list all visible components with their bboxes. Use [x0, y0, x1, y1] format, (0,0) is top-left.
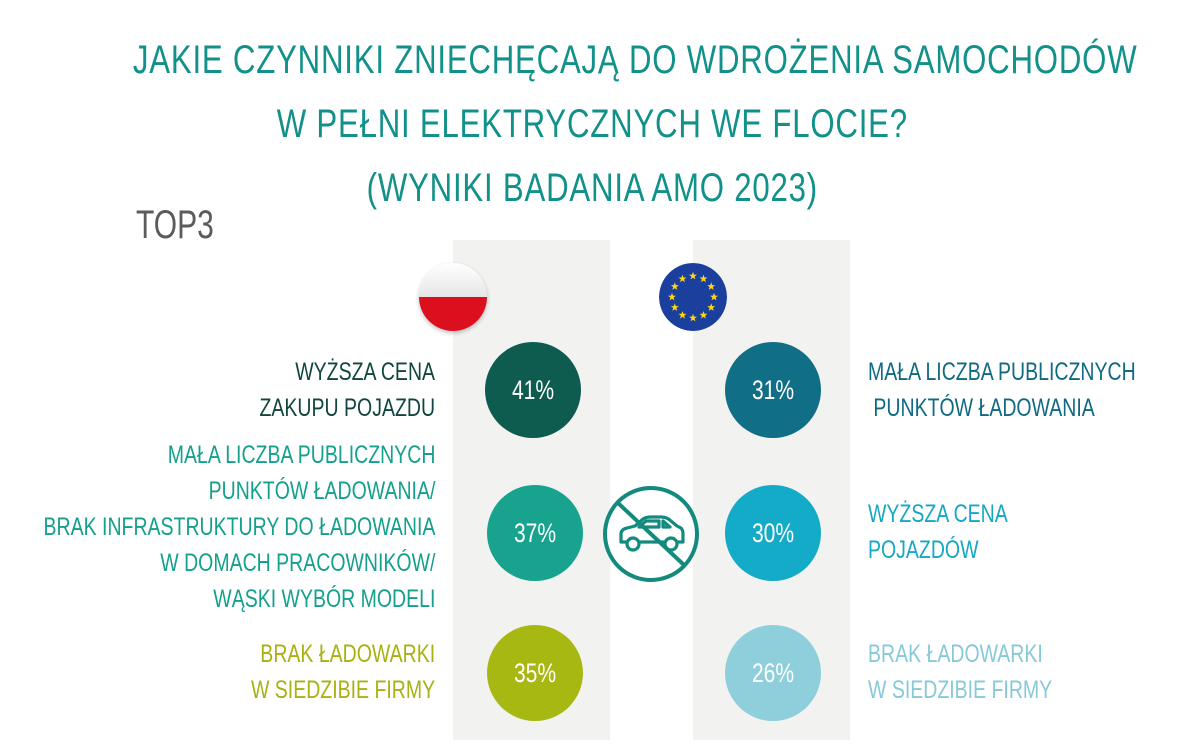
- infographic-title: JAKIE CZYNNIKI ZNIECHĘCAJĄ DO WDROŻENIA …: [132, 28, 1138, 220]
- eu-bubble-1: 31%: [725, 342, 821, 438]
- eu-star-icon: [707, 303, 716, 311]
- eu-reason-1-line-1: MAŁA LICZBA PUBLICZNYCH: [868, 358, 1136, 386]
- poland-reason-2: MAŁA LICZBA PUBLICZNYCH PUNKTÓW ŁADOWANI…: [43, 437, 435, 617]
- eu-bubble-2: 30%: [725, 485, 821, 581]
- eu-reason-3: BRAK ŁADOWARKI W SIEDZIBIE FIRMY: [868, 636, 1052, 708]
- eu-reason-1: MAŁA LICZBA PUBLICZNYCH PUNKTÓW ŁADOWANI…: [868, 354, 1136, 426]
- eu-bubble-2-value: 30%: [751, 517, 795, 548]
- poland-bubble-1-value: 41%: [511, 374, 555, 405]
- title-line-1: JAKIE CZYNNIKI ZNIECHĘCAJĄ DO WDROŻENIA …: [132, 38, 1138, 82]
- eu-star-icon: [699, 274, 708, 283]
- poland-flag-icon: [419, 263, 487, 331]
- title-line-3: (WYNIKI BADANIA AMO 2023): [366, 166, 818, 210]
- poland-bubble-2: 37%: [487, 485, 583, 581]
- eu-reason-1-line-2: PUNKTÓW ŁADOWANIA: [868, 394, 1095, 422]
- poland-reason-1-line-2: ZAKUPU POJAZDU: [259, 394, 435, 422]
- eu-star-icon: [678, 310, 687, 319]
- poland-bubble-2-value: 37%: [513, 517, 557, 548]
- eu-reason-3-line-1: BRAK ŁADOWARKI: [868, 640, 1043, 668]
- eu-star-icon: [670, 303, 679, 311]
- eu-star-icon: [699, 310, 708, 319]
- eu-star-icon: [668, 292, 676, 301]
- poland-reason-2-line-4: W DOMACH PRACOWNIKÓW/: [159, 549, 435, 577]
- eu-star-icon: [689, 271, 697, 280]
- poland-bubble-3: 35%: [487, 625, 583, 721]
- poland-bubble-3-value: 35%: [513, 657, 557, 688]
- eu-star-icon: [710, 292, 718, 301]
- eu-star-icon: [678, 274, 687, 283]
- poland-reason-3: BRAK ŁADOWARKI W SIEDZIBIE FIRMY: [251, 636, 435, 708]
- eu-bubble-1-value: 31%: [751, 374, 795, 405]
- title-line-2: W PEŁNI ELEKTRYCZNYCH WE FLOCIE?: [276, 102, 908, 146]
- poland-reason-2-line-3: BRAK INFRASTRUKTURY DO ŁADOWANIA: [43, 513, 435, 541]
- eu-star-icon: [689, 313, 697, 322]
- eu-flag-icon: [659, 263, 727, 331]
- eu-reason-2-line-2: POJAZDÓW: [868, 536, 979, 564]
- poland-reason-2-line-1: MAŁA LICZBA PUBLICZNYCH: [167, 441, 435, 469]
- poland-reason-2-line-2: PUNKTÓW ŁADOWANIA/: [208, 477, 435, 505]
- eu-star-icon: [670, 282, 679, 290]
- poland-bubble-1: 41%: [485, 342, 581, 438]
- poland-reason-3-line-1: BRAK ŁADOWARKI: [260, 640, 435, 668]
- eu-reason-3-line-2: W SIEDZIBIE FIRMY: [868, 676, 1053, 704]
- poland-reason-1: WYŻSZA CENA ZAKUPU POJAZDU: [259, 354, 435, 426]
- eu-star-icon: [707, 282, 716, 290]
- eu-reason-2-line-1: WYŻSZA CENA: [868, 500, 1008, 528]
- poland-reason-2-line-5: WĄSKI WYBÓR MODELI: [212, 585, 435, 613]
- eu-bubble-3: 26%: [725, 625, 821, 721]
- poland-reason-1-line-1: WYŻSZA CENA: [295, 358, 435, 386]
- top3-heading: TOP3: [136, 203, 214, 247]
- no-car-icon: [601, 484, 701, 584]
- eu-reason-2: WYŻSZA CENA POJAZDÓW: [868, 496, 1008, 568]
- eu-bubble-3-value: 26%: [751, 657, 795, 688]
- poland-reason-3-line-2: W SIEDZIBIE FIRMY: [250, 676, 435, 704]
